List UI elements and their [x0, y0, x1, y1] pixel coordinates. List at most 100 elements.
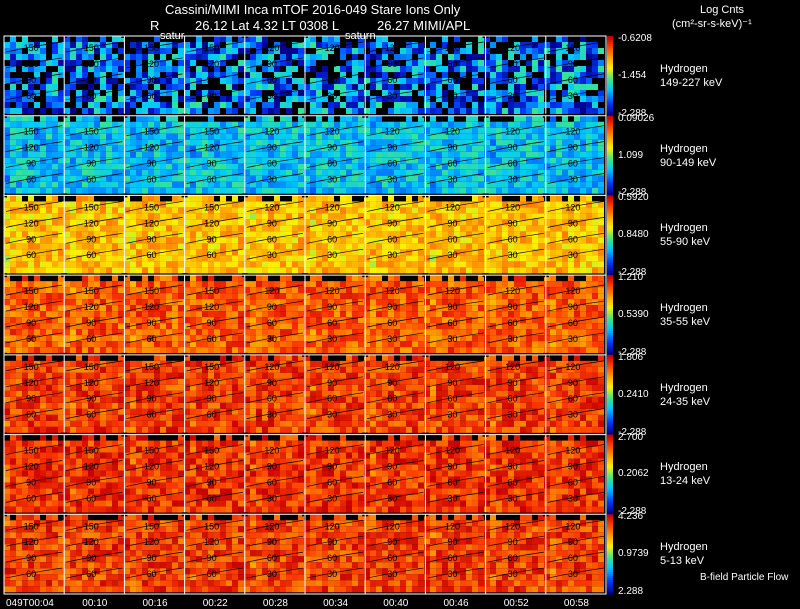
heat-cell [562, 66, 568, 72]
heat-cell [112, 133, 118, 140]
heat-cell [286, 275, 292, 282]
colorbar-step [607, 217, 613, 220]
heat-cell [328, 293, 334, 300]
heat-cell [574, 66, 580, 72]
heat-cell [448, 317, 454, 324]
heat-cell [178, 255, 184, 262]
heat-cell [160, 341, 166, 348]
heat-cell [316, 255, 322, 262]
heat-cell [376, 54, 382, 60]
heat-cell [430, 145, 436, 152]
heat-cell [94, 151, 100, 158]
contour-label: 90 [267, 143, 277, 153]
heat-cell [280, 237, 286, 244]
heat-cell [562, 102, 568, 108]
heat-cell [226, 157, 232, 164]
heat-cell [262, 157, 268, 164]
heat-cell [316, 207, 322, 214]
heat-cell [94, 115, 100, 122]
heat-cell [442, 133, 448, 140]
heat-cell [154, 163, 160, 170]
heat-cell [586, 287, 592, 294]
heat-cell [52, 175, 58, 182]
contour-line [66, 141, 123, 152]
heat-cell [388, 207, 394, 214]
heat-cell [358, 323, 364, 330]
heat-cell [118, 281, 124, 288]
heat-cell [562, 151, 568, 158]
heat-cell [376, 151, 382, 158]
heat-cell [250, 195, 256, 202]
heat-cell [484, 175, 490, 182]
heat-cell [268, 115, 274, 122]
heat-cell [382, 163, 388, 170]
heat-cell [130, 187, 136, 194]
heat-cell [34, 255, 40, 262]
heat-cell [82, 207, 88, 214]
heat-cell [460, 72, 466, 78]
heat-cell [364, 108, 370, 114]
heat-cell [496, 151, 502, 158]
heat-cell [370, 139, 376, 146]
heat-cell [262, 84, 268, 90]
heat-cell [382, 201, 388, 208]
heat-cell [244, 90, 250, 96]
colorbar-step [607, 141, 613, 145]
heat-cell [220, 48, 226, 54]
heat-cell [34, 299, 40, 306]
heat-cell [316, 231, 322, 238]
heat-cell [178, 157, 184, 164]
contour-label: 90 [568, 143, 578, 153]
heat-cell [178, 151, 184, 158]
heat-cell [52, 42, 58, 48]
heat-cell [478, 54, 484, 60]
colorbar-step [607, 49, 613, 53]
heat-cell [388, 151, 394, 158]
heat-cell [70, 317, 76, 324]
heat-cell [304, 213, 310, 220]
heat-cell [160, 311, 166, 318]
heat-cell [16, 255, 22, 262]
heat-cell [532, 66, 538, 72]
heat-cell [274, 323, 280, 330]
heat-cell [34, 237, 40, 244]
heat-cell [172, 102, 178, 108]
heat-cell [112, 157, 118, 164]
heat-cell [28, 281, 34, 288]
heat-cell [94, 231, 100, 238]
heat-cell [22, 249, 28, 256]
heat-cell [400, 102, 406, 108]
heat-cell [502, 267, 508, 274]
heat-cell [526, 335, 532, 342]
heat-cell [52, 54, 58, 60]
heat-cell [394, 293, 400, 300]
heat-cell [4, 249, 10, 256]
heat-cell [388, 299, 394, 306]
heat-cell [52, 157, 58, 164]
heat-cell [460, 213, 466, 220]
heat-cell [34, 133, 40, 140]
colorbar-step [607, 267, 613, 270]
heat-cell [436, 219, 442, 226]
colorbar-step [607, 183, 613, 187]
heat-cell [202, 96, 208, 102]
heat-cell [346, 323, 352, 330]
heat-cell [4, 231, 10, 238]
heat-cell [370, 84, 376, 90]
heat-cell [220, 219, 226, 226]
heat-cell [322, 108, 328, 114]
heat-cell [148, 108, 154, 114]
heat-cell [490, 90, 496, 96]
heat-cell [310, 341, 316, 348]
heat-cell [88, 66, 94, 72]
heat-cell [10, 231, 16, 238]
heat-cell [232, 66, 238, 72]
heat-cell [394, 305, 400, 312]
heat-cell [244, 281, 250, 288]
heat-cell [226, 42, 232, 48]
heat-cell [250, 287, 256, 294]
heat-cell [562, 90, 568, 96]
heat-cell [76, 249, 82, 256]
contour-line [306, 125, 364, 137]
heat-cell [364, 201, 370, 208]
